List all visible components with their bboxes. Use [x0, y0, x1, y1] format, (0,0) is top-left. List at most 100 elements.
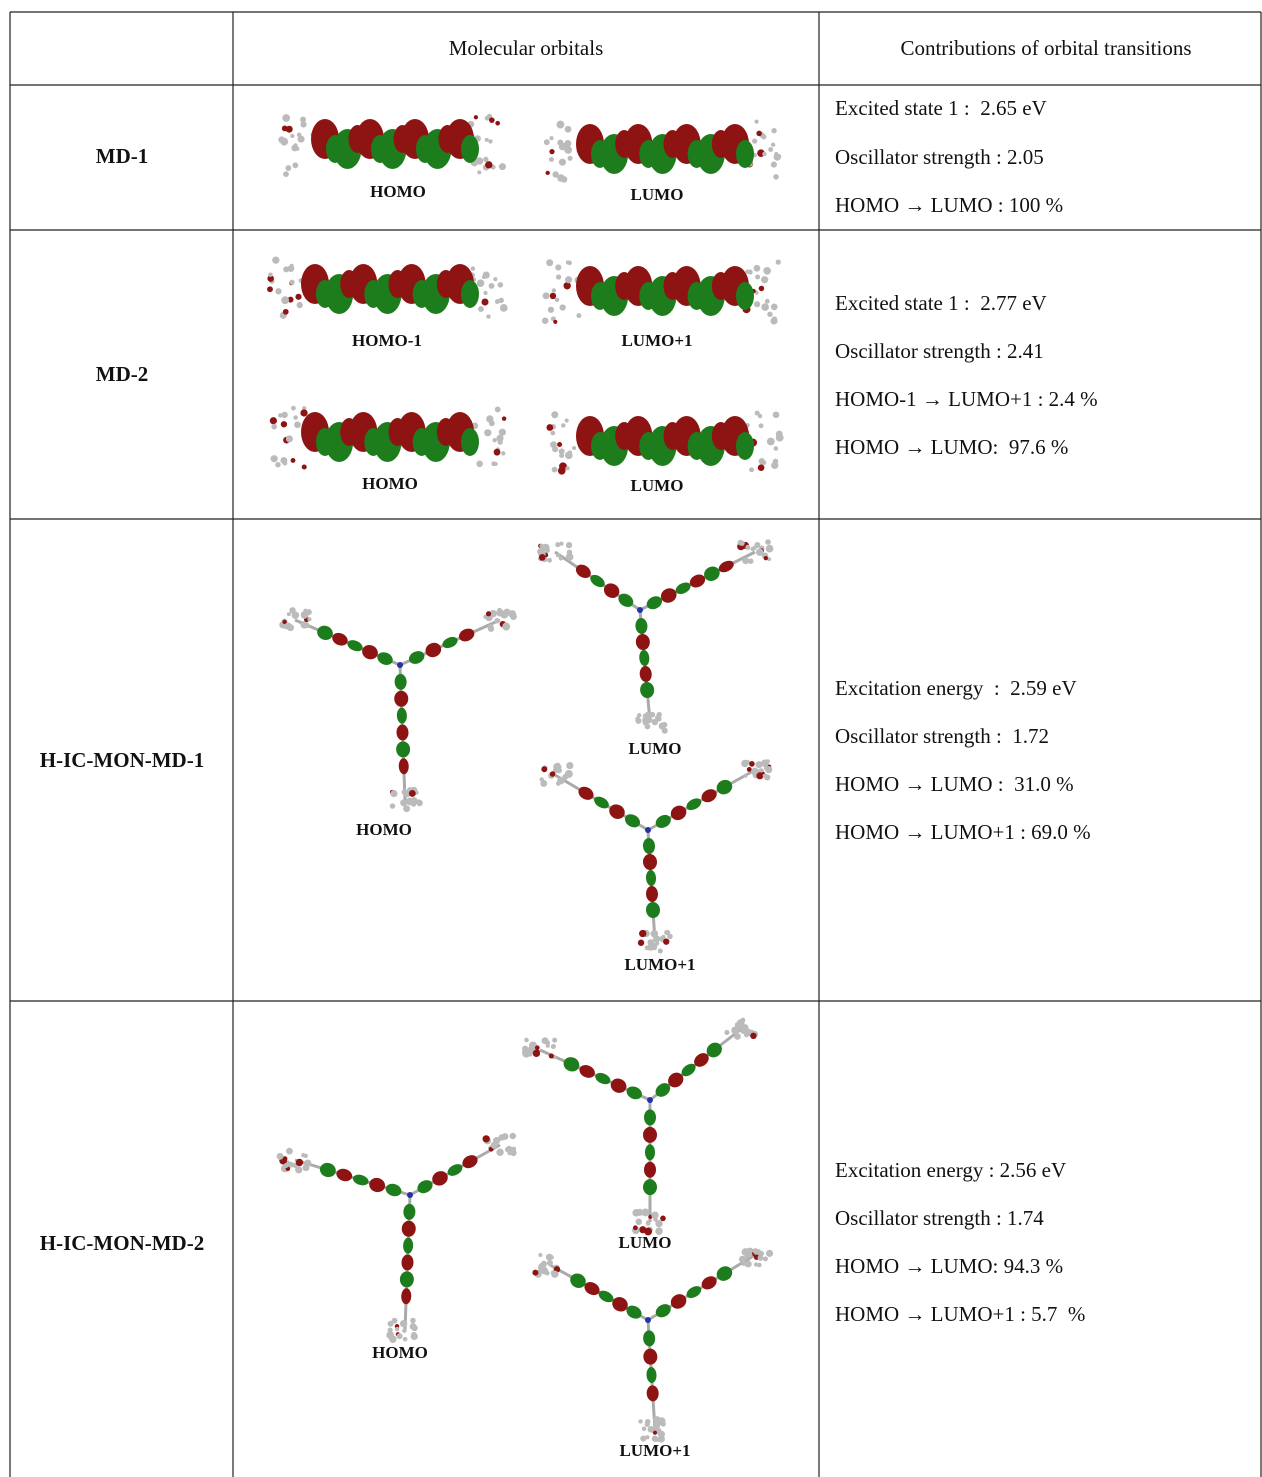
- atom: [756, 772, 764, 780]
- atom: [556, 120, 565, 129]
- orbital-lobe: [399, 1271, 414, 1288]
- atom: [547, 557, 552, 563]
- atom: [416, 799, 423, 807]
- orbital-lobe: [681, 1063, 696, 1077]
- orbital-lobe: [718, 560, 734, 573]
- atom: [775, 433, 784, 442]
- atom: [743, 773, 748, 778]
- orbital-lobe: [362, 644, 378, 660]
- atom: [283, 1163, 289, 1169]
- atom: [773, 174, 779, 180]
- orbital-label: HOMO: [356, 820, 412, 839]
- atom: [532, 1049, 541, 1058]
- atom: [546, 1259, 553, 1266]
- atom: [742, 557, 750, 565]
- orbital-lobe: [618, 593, 634, 608]
- atom: [663, 938, 670, 945]
- atom: [558, 142, 567, 151]
- atom: [297, 135, 305, 143]
- atom: [645, 1220, 651, 1225]
- atom: [765, 544, 774, 553]
- orbital-label: HOMO: [362, 474, 418, 493]
- atom: [635, 717, 642, 724]
- atom: [401, 789, 408, 796]
- atom: [757, 413, 763, 419]
- orbital-lobe: [655, 1304, 671, 1318]
- orbital-lobe: [319, 1162, 336, 1178]
- atom: [539, 777, 544, 782]
- atom: [493, 461, 498, 466]
- atom: [473, 115, 479, 120]
- atom: [775, 153, 782, 160]
- transition-line: Excitation energy : 2.56 eV: [835, 1158, 1066, 1182]
- atom: [387, 1327, 393, 1333]
- atom: [484, 137, 489, 142]
- atom: [576, 313, 582, 319]
- atom: [742, 1024, 749, 1031]
- atom: [761, 460, 767, 466]
- orbital-lobe: [646, 596, 663, 610]
- atom: [754, 119, 759, 124]
- atom: [267, 275, 274, 282]
- atom: [391, 1317, 398, 1324]
- orbital-lobe: [643, 1330, 656, 1347]
- atom: [269, 417, 277, 425]
- orbital-lobe: [645, 902, 661, 918]
- atom: [492, 1137, 501, 1145]
- orbital-lobe: [462, 1155, 478, 1169]
- atom: [763, 555, 768, 561]
- atom: [744, 1254, 750, 1260]
- atom: [567, 155, 573, 161]
- atom: [555, 781, 561, 786]
- atom: [645, 827, 651, 833]
- atom: [278, 136, 286, 144]
- atom: [647, 1097, 653, 1103]
- atom: [283, 171, 289, 178]
- atom: [541, 1267, 549, 1275]
- atom: [489, 117, 495, 123]
- atom: [548, 156, 554, 162]
- orbital-lobe: [612, 1297, 628, 1312]
- orbital-lobe: [706, 1042, 722, 1058]
- atom: [660, 1215, 666, 1222]
- atom: [484, 429, 491, 436]
- orbital-lobe: [398, 758, 409, 775]
- transition-line: Excited state 1 : 2.77 eV: [835, 291, 1047, 315]
- orbital-lobe: [579, 1065, 595, 1078]
- atom: [763, 1256, 768, 1262]
- atom: [542, 292, 550, 300]
- atom: [532, 1269, 539, 1276]
- transition-line: HOMO → LUMO+1 : 69.0 %: [835, 820, 1091, 844]
- orbital-lobe: [642, 854, 658, 870]
- atom: [488, 420, 495, 427]
- atom: [761, 303, 769, 311]
- transition-line: HOMO → LUMO : 31.0 %: [835, 772, 1074, 796]
- atom: [286, 612, 291, 617]
- orbital-lobe: [716, 1266, 733, 1281]
- orbital-lobe: [563, 1057, 580, 1072]
- atom: [483, 290, 488, 296]
- atom: [541, 317, 549, 324]
- transition-line: HOMO → LUMO+1 : 5.7 %: [835, 1302, 1085, 1326]
- orbital-lobe: [425, 642, 442, 658]
- atom: [541, 543, 550, 552]
- atom: [661, 727, 668, 734]
- atom: [286, 1147, 293, 1155]
- atom: [739, 540, 745, 546]
- atom: [767, 311, 773, 318]
- atom: [510, 613, 517, 620]
- orbital-lobe: [668, 1072, 684, 1088]
- atom: [548, 1053, 554, 1059]
- atom: [267, 286, 273, 293]
- orbital-lobe: [590, 574, 605, 588]
- atom: [644, 711, 651, 718]
- orbital-lobe: [403, 1203, 416, 1220]
- atom: [638, 1419, 643, 1424]
- transition-line: HOMO → LUMO : 100 %: [835, 193, 1063, 217]
- orbital-lobe: [640, 682, 655, 698]
- atom: [766, 437, 775, 446]
- atom: [661, 721, 668, 728]
- atom: [493, 448, 501, 456]
- atom: [408, 790, 416, 797]
- atom: [481, 275, 486, 280]
